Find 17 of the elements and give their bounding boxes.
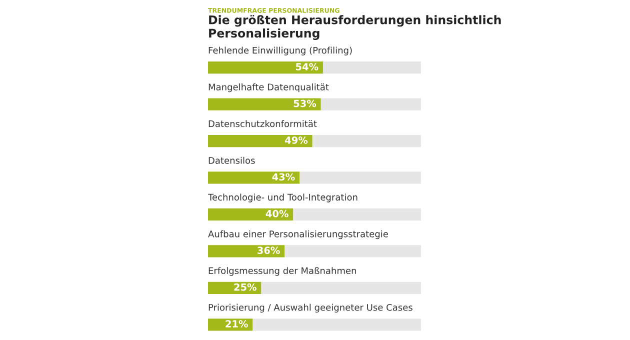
data-label: 43% (272, 173, 295, 181)
y-tick-label: Mangelhafte Datenqualität (208, 83, 329, 92)
data-label: 36% (258, 246, 280, 254)
data-label: 21% (226, 320, 248, 328)
data-label: 25% (234, 283, 256, 291)
y-tick-label: Fehlende Einwilligung (Profiling) (208, 46, 352, 56)
y-tick-label: Datenschutzkonformität (208, 120, 317, 128)
y-tick-label: Technologie- und Tool-Integration (208, 194, 358, 202)
y-tick-label: Aufbau einer Personalisierungsstrategie (208, 230, 388, 240)
y-tick-label: Priorisierung / Auswahl geeigneter Use Cases (208, 304, 412, 313)
y-tick-label: Erfolgsmessung der Maßnahmen (208, 267, 356, 276)
data-label: 49% (285, 136, 308, 144)
data-label: 53% (294, 100, 316, 108)
y-tick-label: Datensilos (208, 156, 255, 164)
data-label: 40% (266, 210, 288, 218)
data-label: 54% (296, 63, 318, 70)
chart-title: Die größten Herausforderungen hinsichtlich Personalisierung (209, 15, 501, 40)
